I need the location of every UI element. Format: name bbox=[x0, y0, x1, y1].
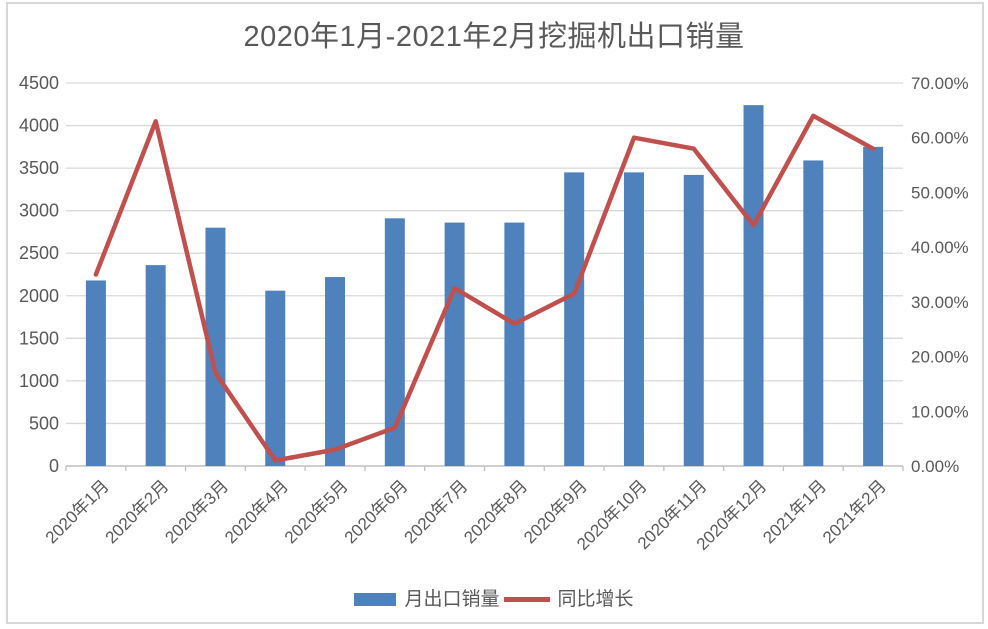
bar bbox=[205, 227, 226, 466]
left-axis-tick-label: 3500 bbox=[19, 158, 59, 178]
left-axis-tick-label: 2500 bbox=[19, 243, 59, 263]
left-axis-tick-label: 4500 bbox=[19, 73, 59, 93]
bar bbox=[623, 172, 644, 466]
x-axis-label: 2020年5月 bbox=[281, 476, 352, 547]
growth-line bbox=[93, 113, 876, 463]
x-axis-label: 2020年3月 bbox=[161, 476, 232, 547]
left-axis-tick-label: 1500 bbox=[19, 328, 59, 348]
chart-title: 2020年1月-2021年2月挖掘机出口销量 bbox=[243, 21, 745, 53]
right-axis-tick-label: 50.00% bbox=[911, 183, 969, 202]
bar bbox=[325, 277, 346, 466]
right-axis-tick-label: 70.00% bbox=[911, 74, 969, 93]
bar bbox=[444, 222, 465, 466]
bar bbox=[683, 174, 704, 467]
bar bbox=[504, 222, 525, 466]
legend-bar-swatch bbox=[354, 592, 397, 606]
bar bbox=[384, 218, 405, 466]
x-axis-label: 2020年2月 bbox=[102, 476, 173, 547]
x-axis-label: 2021年1月 bbox=[759, 476, 830, 547]
right-axis-tick-label: 20.00% bbox=[911, 348, 969, 367]
bar bbox=[265, 290, 286, 466]
left-axis-tick-label: 0 bbox=[49, 456, 59, 476]
bar bbox=[85, 280, 106, 466]
bar bbox=[803, 160, 824, 466]
legend-label-line: 同比增长 bbox=[557, 588, 634, 610]
left-axis-tick-label: 500 bbox=[29, 413, 59, 433]
right-axis-tick-label: 10.00% bbox=[911, 402, 969, 421]
right-axis-tick-label: 30.00% bbox=[911, 293, 969, 312]
legend-label-bars: 月出口销量 bbox=[404, 588, 500, 610]
left-axis-tick-label: 4000 bbox=[19, 116, 59, 136]
bar bbox=[564, 172, 585, 466]
right-axis-tick-label: 40.00% bbox=[911, 238, 969, 257]
bar bbox=[743, 105, 764, 466]
right-axis-tick-label: 60.00% bbox=[911, 129, 969, 148]
bar bbox=[863, 146, 884, 467]
x-axis-label: 2020年8月 bbox=[460, 476, 531, 547]
left-axis-tick-label: 3000 bbox=[19, 201, 59, 221]
bar bbox=[145, 265, 166, 466]
legend-line-swatch bbox=[503, 596, 550, 602]
left-axis-tick-label: 2000 bbox=[19, 286, 59, 306]
left-axis-tick-label: 1000 bbox=[19, 371, 59, 391]
legend: 月出口销量 同比增长 bbox=[0, 586, 988, 612]
x-axis-label: 2020年1月 bbox=[42, 476, 113, 547]
x-axis-label: 2020年7月 bbox=[401, 476, 472, 547]
x-axis-label: 2020年6月 bbox=[341, 476, 412, 547]
right-axis-tick-label: 0.00% bbox=[911, 457, 959, 476]
x-axis-label: 2020年4月 bbox=[221, 476, 292, 547]
x-axis-label: 2021年2月 bbox=[819, 476, 890, 547]
